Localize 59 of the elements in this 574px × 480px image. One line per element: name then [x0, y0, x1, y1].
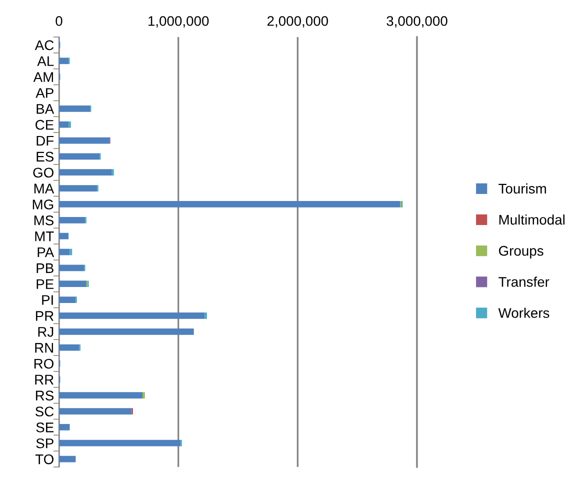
bar — [59, 296, 76, 303]
y-tick-label: RR — [35, 374, 54, 384]
x-tick-label: 3,000,000 — [386, 16, 448, 28]
y-tick-label: PE — [36, 279, 54, 289]
y-tick-label: RJ — [38, 327, 54, 337]
y-tick-label: PR — [36, 311, 54, 321]
bar — [59, 185, 98, 192]
y-tick-label: RO — [34, 358, 54, 369]
legend-label: Groups — [498, 246, 544, 259]
bar — [59, 105, 90, 112]
y-tick-label: SE — [36, 422, 54, 432]
bar — [59, 248, 70, 256]
bar — [59, 440, 181, 446]
bar — [59, 456, 76, 462]
y-tick-label: RS — [36, 390, 54, 401]
y-tick-label: MG — [32, 200, 54, 210]
legend-label: Multimodal — [499, 214, 564, 225]
bar — [59, 121, 69, 128]
y-tick-label: MT — [35, 232, 54, 242]
x-tick-label: 1,000,000 — [148, 16, 209, 28]
y-tick-label: PB — [36, 263, 54, 273]
bar — [59, 201, 400, 208]
y-tick-label: BA — [36, 104, 54, 114]
y-tick-label: SP — [36, 438, 54, 448]
x-tick-label: 2,000,000 — [267, 16, 328, 28]
bar — [59, 232, 69, 240]
bar — [59, 328, 194, 335]
y-tick-label: ES — [36, 152, 54, 162]
y-tick-label: PA — [38, 247, 54, 258]
y-tick-label: SC — [35, 406, 54, 416]
y-tick-label: AL — [37, 56, 54, 66]
bar — [59, 392, 143, 399]
bar — [70, 248, 72, 256]
y-tick-label: MS — [34, 215, 54, 226]
y-tick-label: TO — [35, 454, 54, 464]
y-tick-label: AM — [33, 72, 53, 82]
bar — [59, 408, 132, 414]
legend-label: Transfer — [498, 276, 550, 287]
bar — [59, 344, 80, 351]
bar — [59, 216, 86, 224]
legend-label: Tourism — [498, 183, 546, 194]
bar — [59, 58, 69, 64]
y-tick-label: RN — [35, 343, 54, 353]
bar — [59, 312, 205, 319]
y-tick-label: AC — [34, 40, 54, 50]
bar — [59, 153, 100, 160]
y-tick-label: CE — [36, 120, 54, 130]
bar — [59, 424, 70, 430]
y-tick-label: PI — [42, 295, 53, 305]
legend-label: Workers — [498, 308, 550, 318]
bar — [59, 137, 110, 144]
y-tick-label: DF — [36, 136, 54, 146]
bar — [59, 280, 86, 288]
bar — [59, 264, 84, 272]
x-tick-label: 0 — [56, 16, 62, 26]
bar — [59, 169, 112, 176]
y-tick-label: AP — [36, 88, 54, 98]
y-tick-label: GO — [33, 168, 54, 178]
y-tick-label: MA — [34, 184, 54, 194]
